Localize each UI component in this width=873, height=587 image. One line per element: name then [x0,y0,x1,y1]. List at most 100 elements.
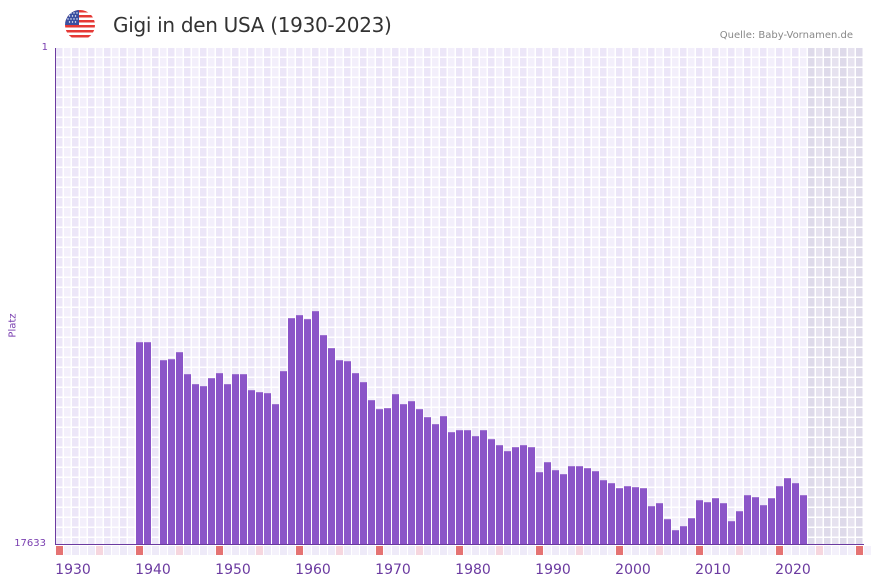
year-marker [304,546,311,555]
bar-1951 [240,374,247,544]
year-marker [512,546,519,555]
bar-1964 [344,361,351,544]
year-marker [360,546,367,555]
bar-2013 [736,511,743,544]
year-marker [264,546,271,555]
year-marker [408,546,415,555]
bar-1953 [256,392,263,544]
bar-1943 [176,352,183,544]
bar-1982 [488,439,495,544]
year-marker [424,546,431,555]
year-marker [568,546,575,555]
y-axis-label: Platz [7,313,19,338]
year-marker [352,546,359,555]
year-marker [536,546,543,555]
bar-1981 [480,430,487,544]
bar-1962 [328,348,335,544]
year-marker [208,546,215,555]
year-marker [448,546,455,555]
bar-1960 [312,311,319,544]
bar-1975 [432,424,439,544]
year-marker [624,546,631,555]
bar-2003 [656,503,663,544]
x-tick-label: 1990 [535,562,571,578]
bar-1991 [560,474,567,544]
year-marker [480,546,487,555]
bar-1986 [520,445,527,544]
bar-2007 [688,518,695,544]
bar-2015 [752,497,759,544]
year-marker [792,546,799,555]
year-marker [240,546,247,555]
bar-2010 [712,498,719,544]
year-marker [776,546,783,555]
year-marker [528,546,535,555]
year-marker [336,546,343,555]
year-marker [496,546,503,555]
year-marker [112,546,119,555]
bar-1969 [384,408,391,544]
bar-1946 [200,386,207,544]
bar-1992 [568,466,575,544]
year-marker [848,546,855,555]
year-marker [136,546,143,555]
bar-1963 [336,360,343,544]
bar-1968 [376,409,383,544]
bar-1956 [280,371,287,544]
year-marker [312,546,319,555]
year-marker [576,546,583,555]
year-marker [552,546,559,555]
year-marker [680,546,687,555]
bar-1994 [584,468,591,544]
x-tick-label: 1940 [135,562,171,578]
bar-1997 [608,483,615,544]
bar-2005 [672,530,679,544]
x-tick-label: 1930 [55,562,91,578]
year-marker [392,546,399,555]
bar-2009 [704,502,711,544]
bar-1978 [456,430,463,544]
year-marker [728,546,735,555]
year-marker [168,546,175,555]
year-marker [592,546,599,555]
bar-2018 [776,486,783,544]
year-marker [608,546,615,555]
year-marker [712,546,719,555]
x-tick-label: 1960 [295,562,331,578]
year-marker [840,546,847,555]
bar-2000 [632,487,639,544]
year-marker [704,546,711,555]
year-marker [80,546,87,555]
bar-2012 [728,521,735,544]
year-marker [824,546,831,555]
year-marker [72,546,79,555]
bar-1948 [216,373,223,544]
year-marker [192,546,199,555]
bar-1944 [184,374,191,544]
year-marker [816,546,823,555]
year-marker [688,546,695,555]
plot-area [56,48,863,544]
year-marker [504,546,511,555]
year-marker [200,546,207,555]
year-marker [88,546,95,555]
bar-2021 [800,495,807,544]
source-credit: Quelle: Baby-Vornamen.de [719,30,853,41]
bar-1971 [400,404,407,544]
bar-1973 [416,409,423,544]
bar-1996 [600,480,607,544]
year-marker [344,546,351,555]
usa-flag-icon [65,10,95,40]
bar-1987 [528,447,535,544]
chart-title: Gigi in den USA (1930-2023) [113,13,392,37]
year-marker [560,546,567,555]
year-marker [280,546,287,555]
bar-2016 [760,505,767,544]
bar-1967 [368,400,375,544]
bar-2006 [680,526,687,544]
year-marker [216,546,223,555]
year-marker [600,546,607,555]
bar-2011 [720,503,727,544]
year-marker [184,546,191,555]
year-marker [640,546,647,555]
